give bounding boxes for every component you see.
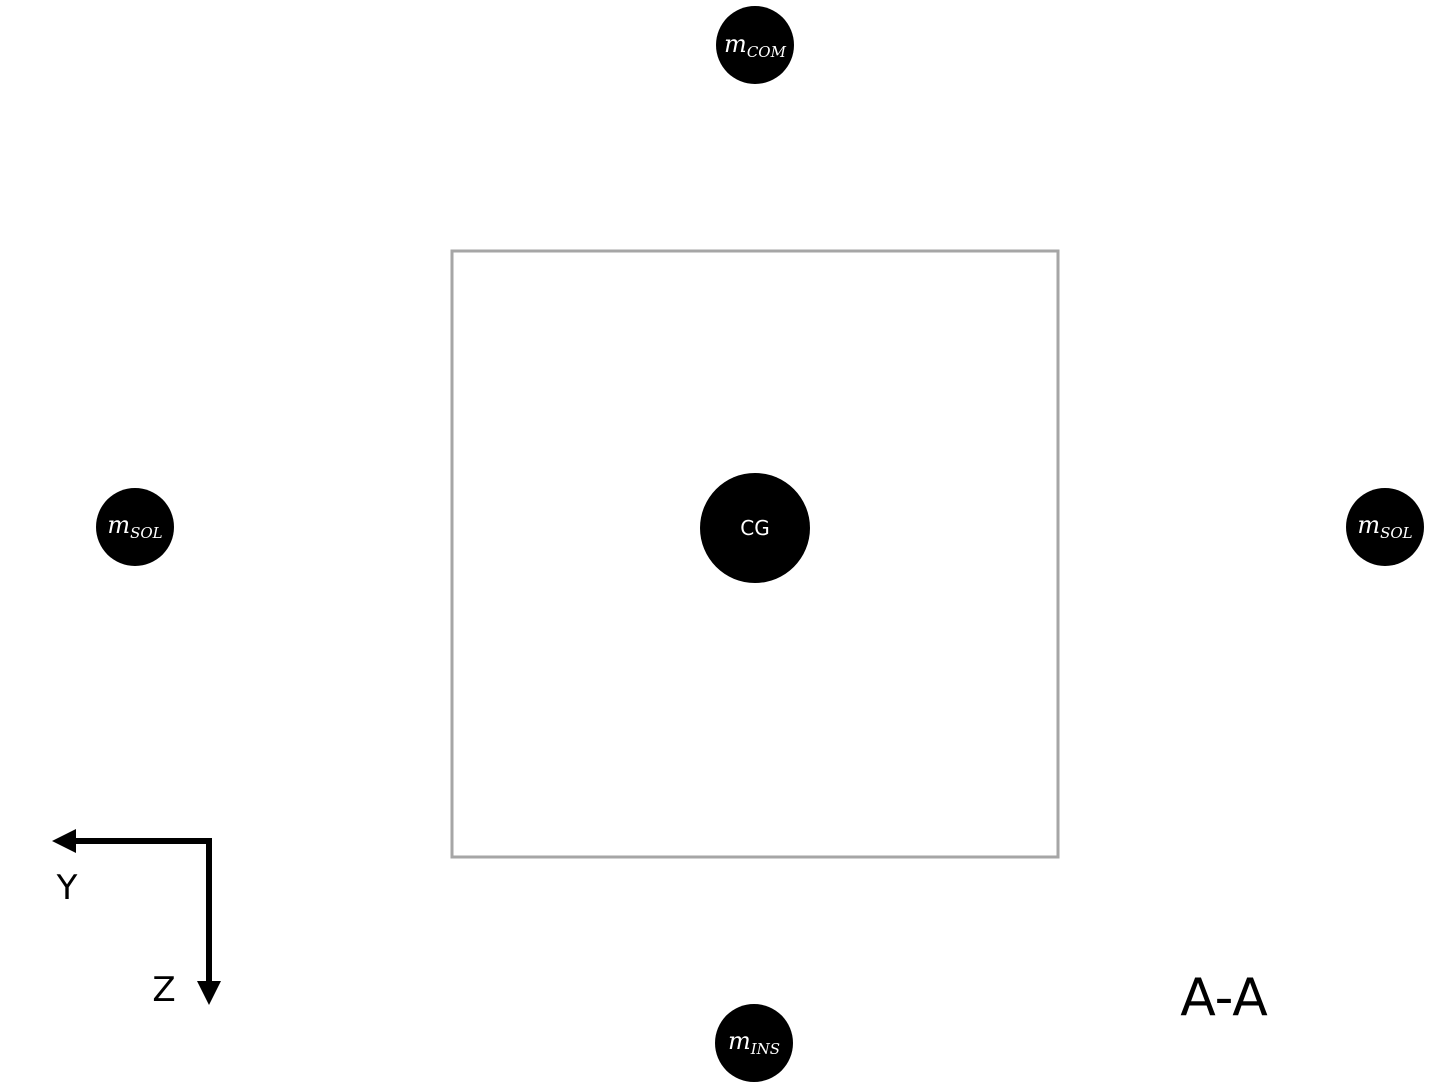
mass-ins-circle: [715, 1004, 793, 1082]
mass-ins: mINS: [715, 1004, 793, 1082]
mass-sol-left-circle: [96, 488, 174, 566]
body-outline: [450, 249, 1060, 859]
mass-sol-right-subscript: SOL: [1380, 524, 1413, 542]
mass-ins-label: mINS: [728, 1027, 780, 1058]
mass-sol-left: mSOL: [96, 488, 174, 566]
mass-sol-left-base: m: [107, 511, 130, 539]
z-axis-arrowhead: [197, 981, 221, 1005]
mass-sol-right-label: mSOL: [1357, 511, 1412, 542]
z-axis-label: Z: [152, 970, 175, 1010]
y-axis-arrowhead: [52, 829, 76, 853]
mass-com-label: mCOM: [724, 30, 787, 61]
coordinate-axes: Y Z: [52, 829, 221, 1010]
mass-sol-right-base: m: [1357, 511, 1380, 539]
mass-ins-base: m: [728, 1027, 751, 1055]
mass-com-subscript: COM: [747, 43, 787, 61]
mass-sol-left-label: mSOL: [107, 511, 162, 542]
mass-com-circle: [716, 6, 794, 84]
mass-sol-left-subscript: SOL: [130, 524, 163, 542]
mass-ins-subscript: INS: [750, 1040, 780, 1058]
mass-com: mCOM: [716, 6, 794, 84]
section-label: A-A: [1180, 968, 1268, 1028]
cg-marker: CG: [700, 473, 810, 583]
mass-com-base: m: [724, 30, 747, 58]
mass-sol-right-circle: [1346, 488, 1424, 566]
cg-label: CG: [740, 516, 769, 540]
mass-sol-right: mSOL: [1346, 488, 1424, 566]
y-axis-label: Y: [56, 868, 78, 908]
cg-circle: [700, 473, 810, 583]
